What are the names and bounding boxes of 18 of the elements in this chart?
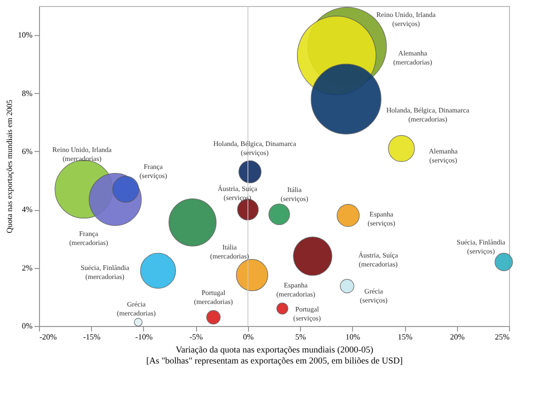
x-tick-label: 20%	[450, 332, 465, 342]
y-tick-label: 4%	[22, 205, 33, 214]
x-tick-label: 0%	[243, 332, 254, 342]
x-tick-label: -5%	[190, 332, 204, 342]
x-tick-label: 10%	[345, 332, 360, 342]
x-tick-label: 25%	[494, 332, 510, 342]
y-tick-label: 8%	[22, 88, 33, 98]
x-tick-label: -15%	[83, 332, 101, 342]
y-axis-title: Quota nas exportações mundiais em 2005	[4, 100, 14, 234]
y-tick-label: 10%	[18, 30, 33, 40]
x-tick-label: 15%	[398, 332, 413, 342]
x-tick-label: 5%	[295, 332, 306, 342]
y-tick-label: 2%	[22, 263, 33, 272]
x-tick-label: -10%	[135, 332, 153, 342]
x-axis-title: Variação da quota nas exportações mundiais (2000-05) [As "bolhas" representam as exportações em 2005, em biliões de USD]	[146, 344, 403, 366]
x-tick-label: -20%	[40, 332, 58, 342]
y-tick-label: 0%	[22, 322, 33, 330]
y-tick-label: 6%	[22, 146, 33, 156]
